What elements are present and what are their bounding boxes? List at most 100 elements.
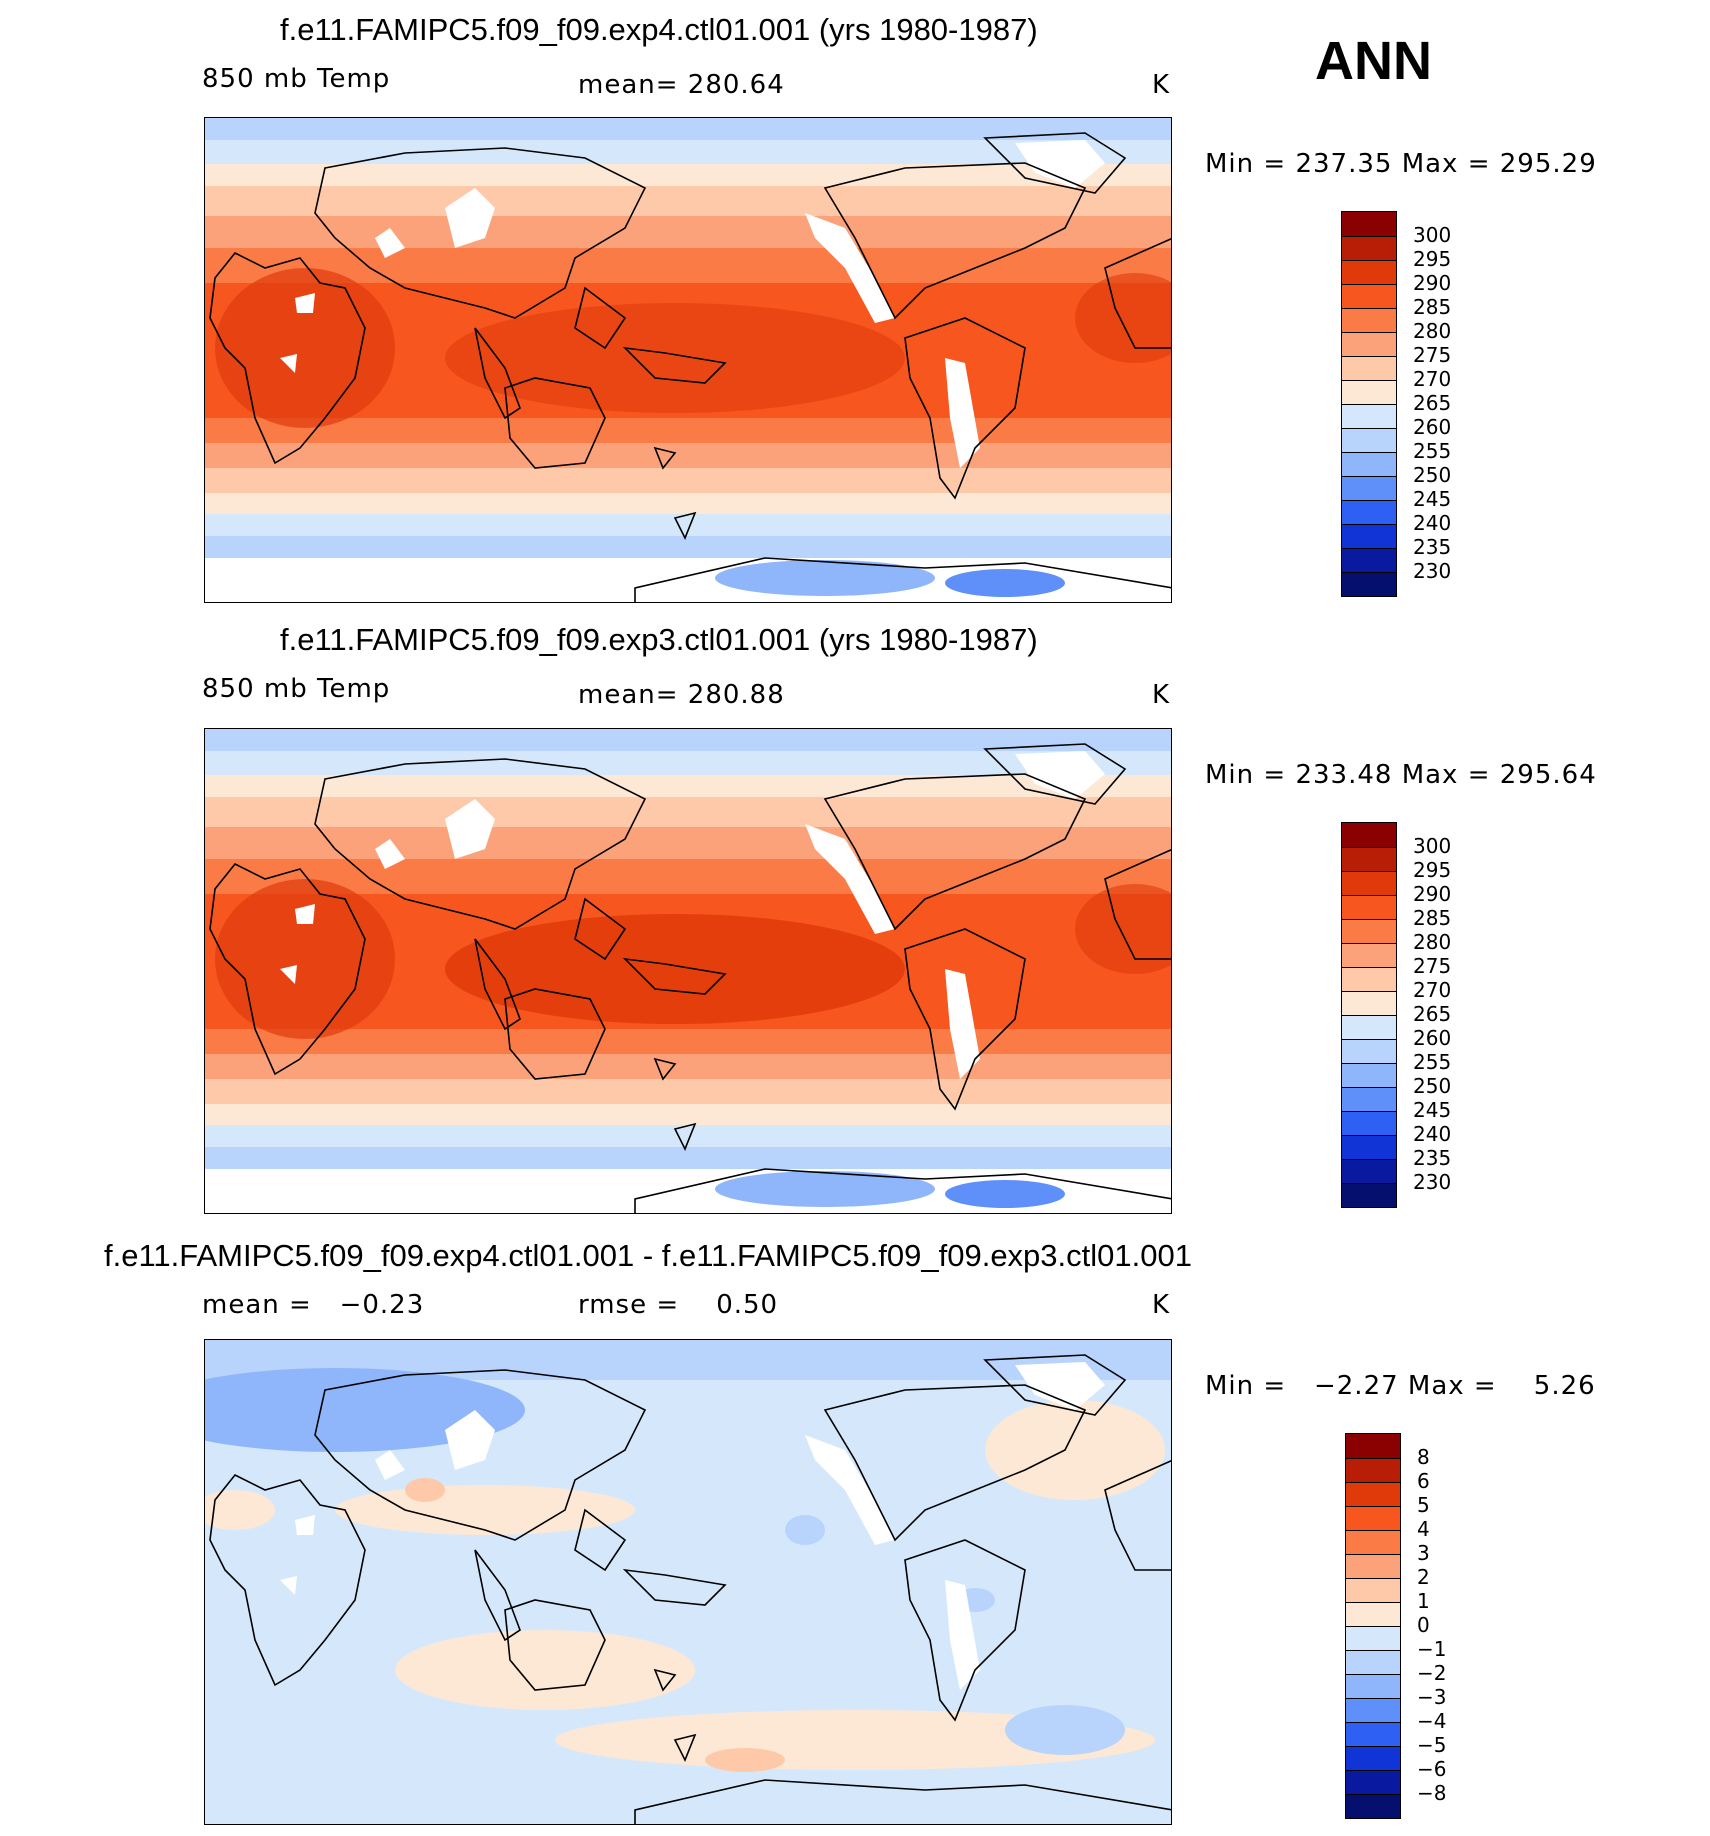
masked-region	[945, 358, 980, 468]
colorbar-tick-label: 285	[1413, 295, 1452, 319]
coastline	[622, 346, 727, 384]
colorbar-swatch	[1342, 991, 1396, 1015]
colorbar-tick-label: −3	[1417, 1685, 1447, 1709]
colorbar-swatch	[1342, 1087, 1396, 1111]
map-band	[205, 1079, 1171, 1104]
masked-region	[1015, 140, 1105, 188]
antarctic-cold-region	[945, 1180, 1065, 1208]
panel3-mean: mean = −0.23	[202, 1290, 425, 1320]
anomaly-region	[335, 1485, 635, 1535]
panel1-title: f.e11.FAMIPC5.f09_f09.exp4.ctl01.001 (yr…	[280, 12, 1038, 47]
masked-region	[945, 1580, 980, 1690]
colorbar-tick-label: 235	[1413, 535, 1452, 559]
map-band	[205, 443, 1171, 468]
masked-region	[375, 1450, 405, 1480]
colorbar-swatch	[1342, 1135, 1396, 1159]
masked-region	[295, 904, 315, 924]
colorbar-tick-label: 260	[1413, 415, 1452, 439]
colorbar-tick-label: 300	[1413, 223, 1452, 247]
colorbar-tick-label: −8	[1417, 1781, 1447, 1805]
colorbar-swatch	[1342, 476, 1396, 500]
panel1-minmax: Min = 237.35 Max = 295.29	[1205, 149, 1597, 179]
colorbar-tick-label: 230	[1413, 559, 1452, 583]
colorbar-tick-label: 275	[1413, 954, 1452, 978]
colorbar-tick-label: 5	[1417, 1493, 1430, 1517]
colorbar-tick-label: −5	[1417, 1733, 1447, 1757]
colorbar-tick-label: 255	[1413, 1050, 1452, 1074]
colorbar-swatch	[1342, 212, 1396, 236]
coastline	[1104, 849, 1171, 960]
panel2-colorbar	[1341, 822, 1397, 1208]
colorbar-swatch	[1346, 1434, 1400, 1458]
atlantic-warm-region	[1075, 273, 1171, 363]
masked-region	[1015, 751, 1105, 799]
colorbar-tick-label: 285	[1413, 906, 1452, 930]
coastline	[653, 446, 677, 470]
colorbar-tick-label: 1	[1417, 1589, 1430, 1613]
coastline	[673, 1733, 697, 1762]
map-band	[205, 216, 1171, 248]
colorbar-tick-label: −2	[1417, 1661, 1447, 1685]
colorbar-tick-label: 280	[1413, 319, 1452, 343]
colorbar-tick-label: 295	[1413, 247, 1452, 271]
colorbar-tick-label: 240	[1413, 1122, 1452, 1146]
masked-region	[445, 799, 495, 859]
map-band	[205, 514, 1171, 536]
coastline	[314, 1369, 647, 1541]
map-band	[205, 118, 1171, 140]
masked-region	[295, 293, 315, 313]
antarctic-cold-region	[715, 560, 935, 596]
colorbar-swatch	[1342, 500, 1396, 524]
coastline	[983, 132, 1127, 194]
colorbar-swatch	[1342, 404, 1396, 428]
colorbar-tick-label: 245	[1413, 487, 1452, 511]
colorbar-tick-label: 290	[1413, 882, 1452, 906]
map-band	[205, 797, 1171, 827]
panel3-units: K	[1152, 1290, 1171, 1320]
colorbar-tick-label: −1	[1417, 1637, 1447, 1661]
panel1-map	[204, 117, 1172, 603]
panel2-units: K	[1152, 680, 1171, 710]
map-band	[205, 248, 1171, 283]
colorbar-swatch	[1346, 1746, 1400, 1770]
colorbar-swatch	[1342, 452, 1396, 476]
colorbar-swatch	[1342, 332, 1396, 356]
colorbar-swatch	[1342, 1063, 1396, 1087]
map-canvas	[205, 729, 1171, 1213]
colorbar-tick-label: 240	[1413, 511, 1452, 535]
coastline	[983, 743, 1127, 805]
colorbar-swatch	[1346, 1602, 1400, 1626]
coastline	[673, 511, 697, 540]
colorbar-swatch	[1346, 1674, 1400, 1698]
colorbar-swatch	[1342, 1183, 1396, 1207]
anomaly-region	[705, 1748, 785, 1772]
colorbar-tick-label: −6	[1417, 1757, 1447, 1781]
warm-pool-region	[445, 303, 905, 413]
coastline	[904, 928, 1026, 1111]
colorbar-tick-label: 3	[1417, 1541, 1430, 1565]
colorbar-swatch	[1342, 236, 1396, 260]
colorbar-tick-label: 260	[1413, 1026, 1452, 1050]
colorbar-swatch	[1342, 1111, 1396, 1135]
colorbar-tick-label: 245	[1413, 1098, 1452, 1122]
colorbar-swatch	[1342, 572, 1396, 596]
coastline	[634, 1779, 1171, 1824]
colorbar-swatch	[1342, 308, 1396, 332]
map-band	[205, 729, 1171, 751]
coastline	[474, 938, 521, 1031]
panel1-variable: 850 mb Temp	[202, 64, 391, 94]
map-band	[205, 468, 1171, 493]
panel2-map	[204, 728, 1172, 1214]
antarctic-cold-region	[945, 569, 1065, 597]
colorbar-tick-label: 280	[1413, 930, 1452, 954]
coastline	[983, 1354, 1127, 1416]
coastline	[634, 1168, 1171, 1213]
panel2-title: f.e11.FAMIPC5.f09_f09.exp3.ctl01.001 (yr…	[280, 622, 1038, 657]
panel2-mean: mean= 280.88	[578, 680, 785, 710]
coastline	[574, 286, 627, 350]
masked-region	[445, 188, 495, 248]
anomaly-region	[395, 1630, 695, 1710]
panel1-mean: mean= 280.64	[578, 70, 785, 100]
map-band	[205, 827, 1171, 859]
panel3-minmax: Min = −2.27 Max = 5.26	[1205, 1371, 1596, 1401]
